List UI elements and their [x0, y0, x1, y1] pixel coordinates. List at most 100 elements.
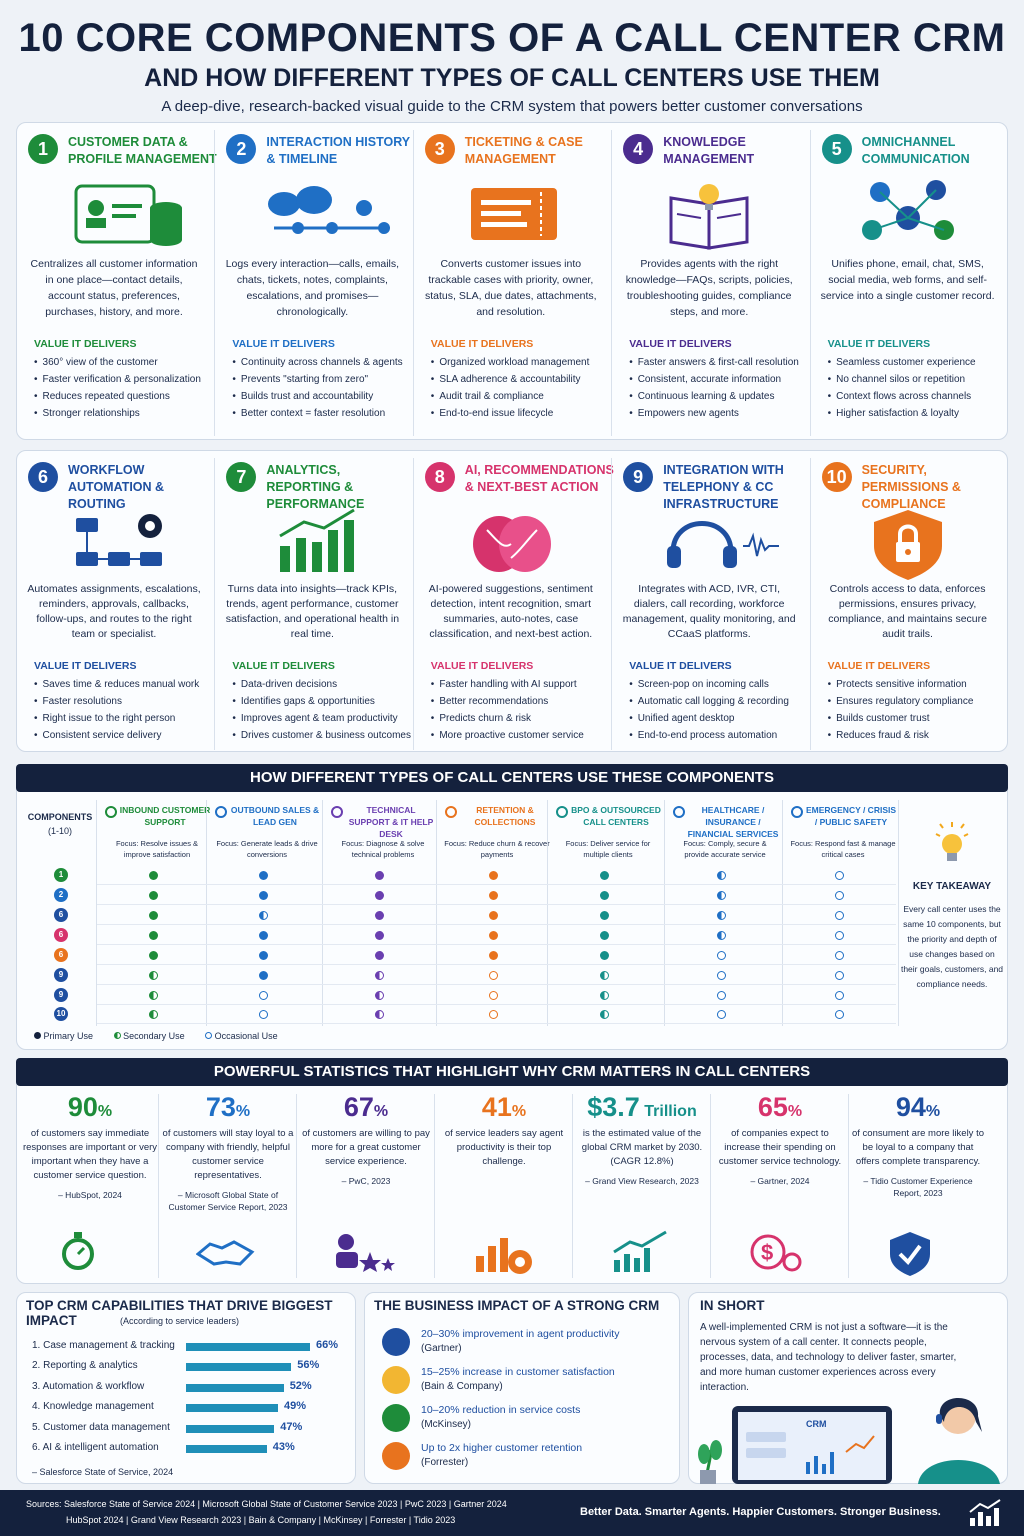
usage-dot-s: [375, 1010, 384, 1019]
center-type-focus: Focus: Diagnose & solve technical proble…: [341, 839, 425, 859]
card-divider: [412, 458, 414, 750]
impact-source: (Bain & Company): [421, 1381, 503, 1392]
stat-number: 94: [895, 1092, 926, 1122]
stat-3: 67% of customers are willing to pay more …: [298, 1092, 434, 1187]
usage-dot-s: [149, 971, 158, 980]
component-number: 3: [424, 134, 455, 164]
value-list: Screen-pop on incoming callsAutomatic ca…: [629, 676, 809, 744]
value-item: Audit trail & compliance: [431, 388, 611, 405]
capability-value: 49%: [284, 1400, 307, 1413]
usage-dot-p: [600, 931, 609, 940]
usage-dot-o: [489, 971, 498, 980]
component-card-1: 1 CUSTOMER DATA & PROFILE MANAGEMENT Centr…: [16, 126, 217, 422]
component-card-4: 4 KNOWLEDGE MANAGEMENT Provides agents wit…: [611, 126, 809, 422]
value-item: Better recommendations: [431, 693, 611, 710]
stat-2: 73% of customers will stay loyal to a com…: [160, 1092, 296, 1213]
usage-dot-p: [149, 891, 158, 900]
components-label: COMPONENTS (1-10): [24, 810, 96, 838]
component-description: Controls access to data, enforces permis…: [828, 583, 987, 640]
stat-number: 73: [205, 1092, 236, 1122]
stat-divider: [572, 1094, 573, 1278]
stat-number: 67: [343, 1092, 374, 1122]
component-card-2: 2 INTERACTION HISTORY & TIMELINE Logs ever…: [214, 126, 412, 422]
stats-band: POWERFUL STATISTICS THAT HIGHLIGHT WHY C…: [16, 1058, 1008, 1086]
component-row-number: 6: [54, 948, 68, 962]
component-title: SECURITY, PERMISSIONS & COMPLIANCE: [861, 463, 961, 511]
component-title: KNOWLEDGE MANAGEMENT: [663, 135, 755, 166]
footer: Sources: Salesforce State of Service 202…: [0, 1490, 1024, 1536]
value-item: End-to-end process automation: [629, 727, 809, 744]
capability-value: 66%: [316, 1339, 339, 1351]
value-item: Consistent service delivery: [34, 727, 214, 744]
usage-dot-p: [600, 891, 609, 900]
capability-label: 3. Automation & workflow: [32, 1380, 145, 1392]
component-description: Centralizes all customer information in …: [30, 258, 198, 318]
takeaway: KEY TAKEAWAY Every call center uses the …: [900, 820, 1004, 992]
usage-dot-p: [600, 911, 609, 920]
impact-title: THE BUSINESS IMPACT OF A STRONG CRM: [374, 1298, 660, 1313]
svg-text:$: $: [761, 1240, 773, 1265]
capability-value: 56%: [297, 1359, 320, 1372]
component-title: AI, RECOMMENDATIONS & NEXT-BEST ACTION: [464, 463, 614, 494]
stat-value: 94%: [850, 1092, 986, 1123]
center-type-4: RETENTION & COLLECTIONS: [474, 805, 536, 827]
matrix-row-line: [96, 1023, 896, 1024]
stat-text: of service leaders say agent productivit…: [444, 1128, 564, 1167]
usage-dot-s: [717, 891, 726, 900]
matrix-row-line: [96, 984, 896, 985]
value-title: VALUE IT DELIVERS: [34, 338, 137, 350]
value-item: Stronger relationships: [34, 405, 214, 422]
capability-label: 2. Reporting & analytics: [32, 1360, 138, 1372]
card-divider: [809, 458, 811, 750]
usage-dot-p: [375, 871, 384, 880]
inshort-title: IN SHORT: [700, 1298, 765, 1313]
value-item: End-to-end issue lifecycle: [431, 405, 611, 422]
card-divider: [611, 458, 613, 750]
stat-source: – Microsoft Global State of Customer Ser…: [168, 1190, 288, 1212]
component-title: OMNICHANNEL COMMUNICATION: [861, 135, 970, 166]
component-row-number: 9: [54, 988, 68, 1002]
usage-dot-o: [835, 871, 844, 880]
takeaway-title: KEY TAKEAWAY: [912, 881, 992, 892]
usage-panel: [16, 764, 1008, 1050]
matrix-col-divider: [547, 800, 548, 1026]
capability-label: 1. Case management & tracking: [32, 1340, 175, 1351]
impact-source: (McKinsey): [421, 1419, 472, 1430]
value-item: SLA adherence & accountability: [431, 371, 611, 388]
value-title: VALUE IT DELIVERS: [629, 660, 732, 672]
capabilities-title: TOP CRM CAPABILITIES THAT DRIVE BIGGEST …: [26, 1298, 333, 1328]
stat-text: is the estimated value of the global CRM…: [581, 1128, 703, 1167]
ai-brain-icon: [472, 516, 551, 572]
value-title: VALUE IT DELIVERS: [827, 660, 931, 672]
capability-bar: [186, 1343, 310, 1351]
usage-dot-o: [835, 991, 844, 1000]
stat-divider: [848, 1094, 849, 1278]
value-list: Faster handling with AI supportBetter re…: [431, 676, 611, 744]
impact-text: 10–20% reduction in service costs: [421, 1404, 581, 1416]
value-title: VALUE IT DELIVERS: [34, 660, 137, 672]
capability-label: 4. Knowledge management: [32, 1401, 154, 1413]
stat-text: of customers say immediate responses are…: [22, 1128, 158, 1181]
usage-dot-o: [259, 1010, 268, 1019]
component-number: 8: [424, 462, 455, 492]
usage-dot-p: [259, 951, 268, 960]
legend-primary: Primary Use: [43, 1031, 94, 1041]
center-type-focus: Focus: Respond fast & manage critical ca…: [790, 839, 896, 859]
matrix-row-line: [96, 964, 896, 965]
component-number: 10: [821, 462, 852, 492]
component-card-10: 10 SECURITY, PERMISSIONS & COMPLIANCE Cont…: [810, 454, 1008, 750]
stat-5: $3.7 Trillion is the estimated value of t…: [574, 1092, 710, 1187]
component-number: 5: [821, 134, 852, 164]
component-description: Integrates with ACD, IVR, CTI, dialers, …: [622, 583, 796, 640]
components-range: (1-10): [47, 826, 72, 836]
impact-source: (Gartner): [421, 1343, 462, 1354]
stat-unit: Trillion: [639, 1103, 697, 1120]
chat-timeline-icon: [268, 186, 391, 234]
card-divider: [809, 130, 811, 436]
user-stars-icon: [336, 1234, 395, 1272]
agent-illustration: CRM: [698, 1398, 1000, 1484]
usage-dot-p: [375, 891, 384, 900]
component-card-7: 7 ANALYTICS, REPORTING & PERFORMANCE Turns…: [214, 454, 412, 750]
headset-waveform-icon: [667, 521, 780, 568]
impact-text: 15–25% increase in customer satisfaction: [421, 1366, 615, 1378]
